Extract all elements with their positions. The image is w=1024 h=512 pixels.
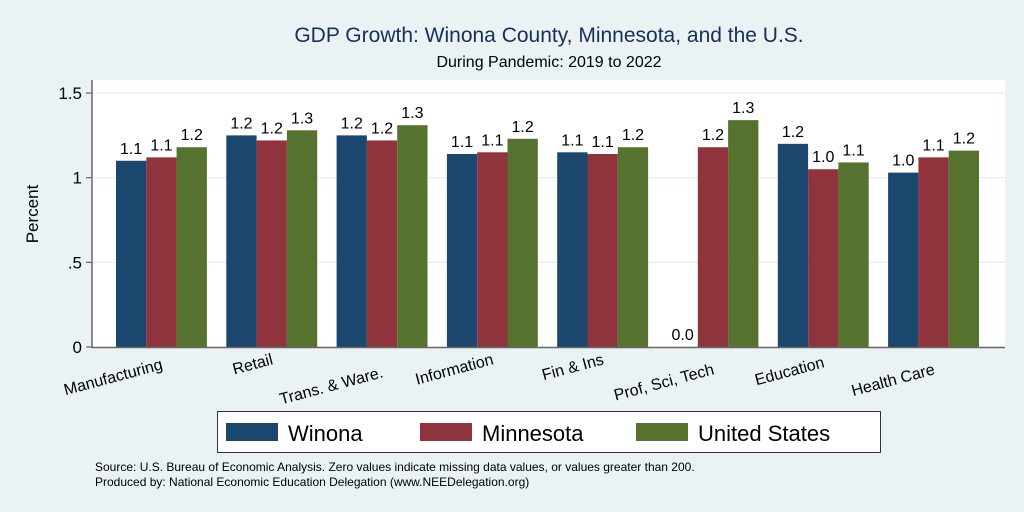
bar-winona	[116, 160, 147, 347]
legend: Winona Minnesota United States	[217, 411, 881, 453]
data-label: 1.1	[481, 132, 503, 149]
x-tick-label: Information	[414, 351, 496, 388]
bar-winona	[336, 135, 367, 347]
data-label: 1.2	[230, 115, 252, 132]
x-tick-label: Fin & Ins	[540, 351, 605, 384]
data-label: 1.1	[451, 134, 473, 151]
bar-united-states	[397, 125, 428, 347]
y-axis-title: Percent	[23, 184, 42, 243]
x-tick-label: Health Care	[850, 361, 937, 400]
data-label: 1.1	[120, 141, 142, 158]
bar-united-states	[286, 130, 318, 347]
data-label: 1.2	[371, 120, 393, 137]
bar-minnesota	[697, 147, 729, 347]
x-axis-labels: Manufacturing Retail Trans. & Ware. Informa…	[62, 351, 937, 408]
bar-united-states	[617, 147, 649, 347]
data-label: 1.2	[261, 120, 283, 137]
x-tick-label: Retail	[231, 351, 275, 378]
data-label: 1.2	[782, 124, 804, 141]
legend-swatch-minnesota	[420, 423, 472, 441]
data-labels: 1.1 1.1 1.2 1.2 1.2 1.3 1.2 1.2 1.3 1.1 1.1 1.2 1.1 1…	[120, 100, 975, 344]
bar-minnesota	[366, 140, 398, 347]
bar-winona	[557, 152, 588, 347]
bars	[116, 120, 979, 347]
data-label: 1.2	[341, 115, 363, 132]
y-tick-label: .5	[68, 253, 82, 272]
data-label: 1.1	[150, 137, 172, 154]
data-label: 1.2	[181, 127, 203, 144]
legend-swatch-winona	[226, 423, 278, 441]
y-tick-label: 1	[73, 169, 82, 188]
y-axis-ticks: 0 .5 1 1.5	[58, 84, 92, 357]
data-label: 1.1	[922, 137, 944, 154]
data-label: 1.2	[622, 127, 644, 144]
data-label: 1.2	[953, 131, 975, 148]
data-label: 1.2	[702, 127, 724, 144]
legend-label: United States	[698, 421, 830, 446]
legend-label: Winona	[288, 421, 363, 446]
legend-box	[217, 411, 881, 453]
bar-winona	[446, 153, 478, 347]
bar-united-states	[507, 138, 538, 347]
bar-united-states	[728, 120, 759, 347]
bar-united-states	[176, 147, 207, 347]
data-label: 1.0	[892, 153, 914, 170]
data-label: 1.3	[291, 110, 313, 127]
bar-united-states	[948, 150, 979, 347]
bar-winona	[888, 172, 919, 347]
bar-winona	[226, 135, 257, 347]
bar-minnesota	[477, 152, 508, 347]
legend-label: Minnesota	[482, 421, 584, 446]
bar-minnesota	[918, 157, 949, 347]
bar-winona	[777, 143, 809, 347]
y-tick-label: 0	[73, 338, 82, 357]
producer-note: Produced by: National Economic Education…	[95, 475, 529, 489]
data-label: 0.0	[672, 327, 694, 344]
chart-title: GDP Growth: Winona County, Minnesota, an…	[294, 24, 803, 47]
data-label: 1.0	[812, 149, 834, 166]
x-tick-label: Prof, Sci, Tech	[612, 361, 716, 404]
data-label: 1.1	[592, 134, 614, 151]
x-tick-label: Education	[753, 354, 826, 389]
data-label: 1.2	[512, 119, 534, 136]
data-label: 1.1	[842, 142, 864, 159]
bar-minnesota	[587, 153, 618, 347]
chart-subtitle: During Pandemic: 2019 to 2022	[436, 54, 661, 71]
data-label: 1.1	[561, 132, 583, 149]
data-label: 1.3	[732, 100, 754, 117]
x-tick-label: Manufacturing	[62, 356, 164, 399]
bar-united-states	[838, 162, 869, 347]
legend-swatch-united-states	[636, 423, 688, 441]
x-tick-label: Trans. & Ware.	[278, 364, 385, 408]
y-tick-label: 1.5	[58, 84, 82, 103]
bar-minnesota	[256, 140, 287, 347]
data-label: 1.3	[401, 105, 423, 122]
bar-minnesota	[808, 169, 839, 347]
bar-minnesota	[146, 157, 177, 347]
source-note: Source: U.S. Bureau of Economic Analysis…	[95, 460, 695, 474]
